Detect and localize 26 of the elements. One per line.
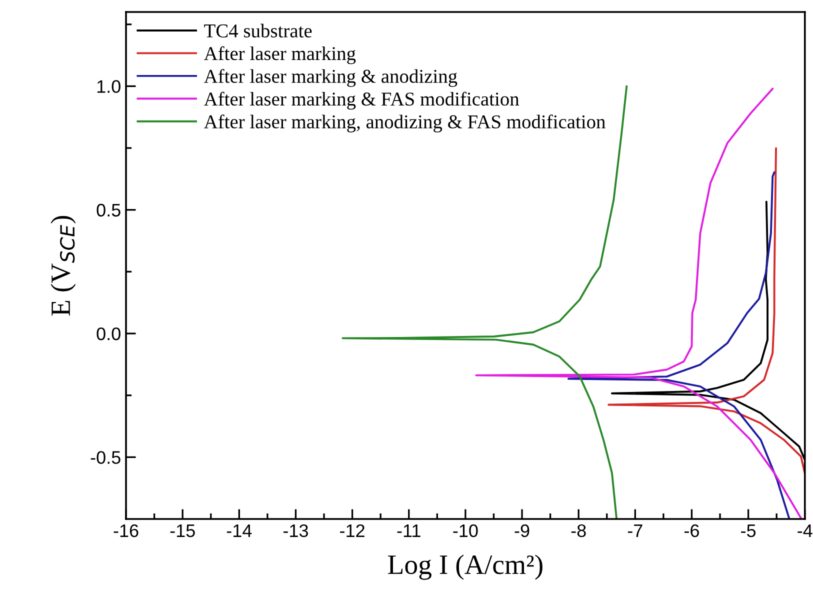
x-tick-label: -8: [571, 524, 586, 538]
y-tick-label: 1.0: [97, 80, 120, 93]
y-tick-label: 0.0: [96, 327, 120, 340]
legend-label: After laser marking & anodizing: [204, 69, 458, 87]
x-tick-label: -13: [283, 524, 308, 538]
x-tick-label: -12: [340, 524, 364, 537]
y-tick-label: -0.5: [90, 451, 120, 464]
x-tick-label: -4: [798, 524, 812, 537]
x-axis-title: Log I (A/cm²): [388, 554, 542, 580]
line-series: [608, 147, 805, 474]
x-tick-label: -16: [114, 524, 138, 538]
legend-label: After laser marking, anodizing & FAS modification: [204, 114, 606, 132]
x-tick-label: -11: [397, 524, 420, 537]
x-tick-label: -6: [684, 524, 699, 538]
line-series: [567, 171, 790, 519]
y-axis-title: E (V$_{SCE}$): [50, 216, 76, 316]
x-tick-label: -9: [514, 524, 530, 538]
x-tick-label: -5: [741, 524, 756, 538]
legend-label: After laser marking: [204, 46, 356, 64]
legend-label: After laser marking & FAS modification: [204, 92, 520, 110]
x-tick-label: -15: [170, 524, 195, 538]
x-tick-label: -7: [628, 524, 642, 537]
y-tick-label: 0.5: [96, 204, 120, 217]
x-tick-label: -14: [226, 524, 252, 537]
x-tick-label: -10: [453, 524, 478, 538]
legend-label: TC4 substrate: [204, 24, 312, 38]
